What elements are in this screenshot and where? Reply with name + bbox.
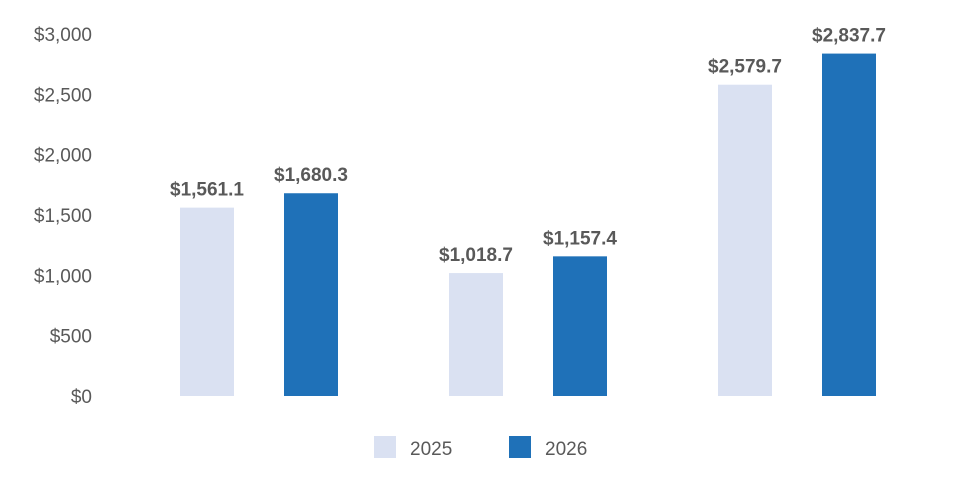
legend: 2025 2026 <box>374 436 587 460</box>
bar-2026 <box>822 53 876 397</box>
y-tick-label: $2,000 <box>34 146 92 167</box>
data-label: $1,680.3 <box>274 165 348 186</box>
data-label: $2,837.7 <box>812 26 886 47</box>
y-tick-label: $500 <box>50 327 92 348</box>
y-tick-label: $0 <box>71 387 92 408</box>
bar-2025 <box>180 207 234 396</box>
y-tick-label: $2,500 <box>34 85 92 106</box>
legend-swatch <box>509 436 531 458</box>
bar-2025 <box>449 273 503 396</box>
bars <box>180 53 876 397</box>
bar-2026 <box>284 193 338 396</box>
y-tick-label: $3,000 <box>34 25 92 46</box>
y-tick-label: $1,500 <box>34 206 92 227</box>
legend-label: 2026 <box>545 439 587 460</box>
data-label: $1,157.4 <box>543 228 617 249</box>
data-label: $1,018.7 <box>439 245 513 266</box>
y-axis: $0 $500 $1,000 $1,500 $2,000 $2,500 $3,000 <box>34 25 92 408</box>
bar-2026 <box>553 256 607 396</box>
data-labels: $1,561.1 $1,680.3 $1,018.7 $1,157.4 $2,579.7… <box>170 26 886 266</box>
data-label: $2,579.7 <box>708 57 782 78</box>
data-label: $1,561.1 <box>170 180 244 201</box>
legend-swatch <box>374 436 396 458</box>
legend-label: 2025 <box>410 439 452 460</box>
bar-2025 <box>718 84 772 397</box>
y-tick-label: $1,000 <box>34 266 92 287</box>
